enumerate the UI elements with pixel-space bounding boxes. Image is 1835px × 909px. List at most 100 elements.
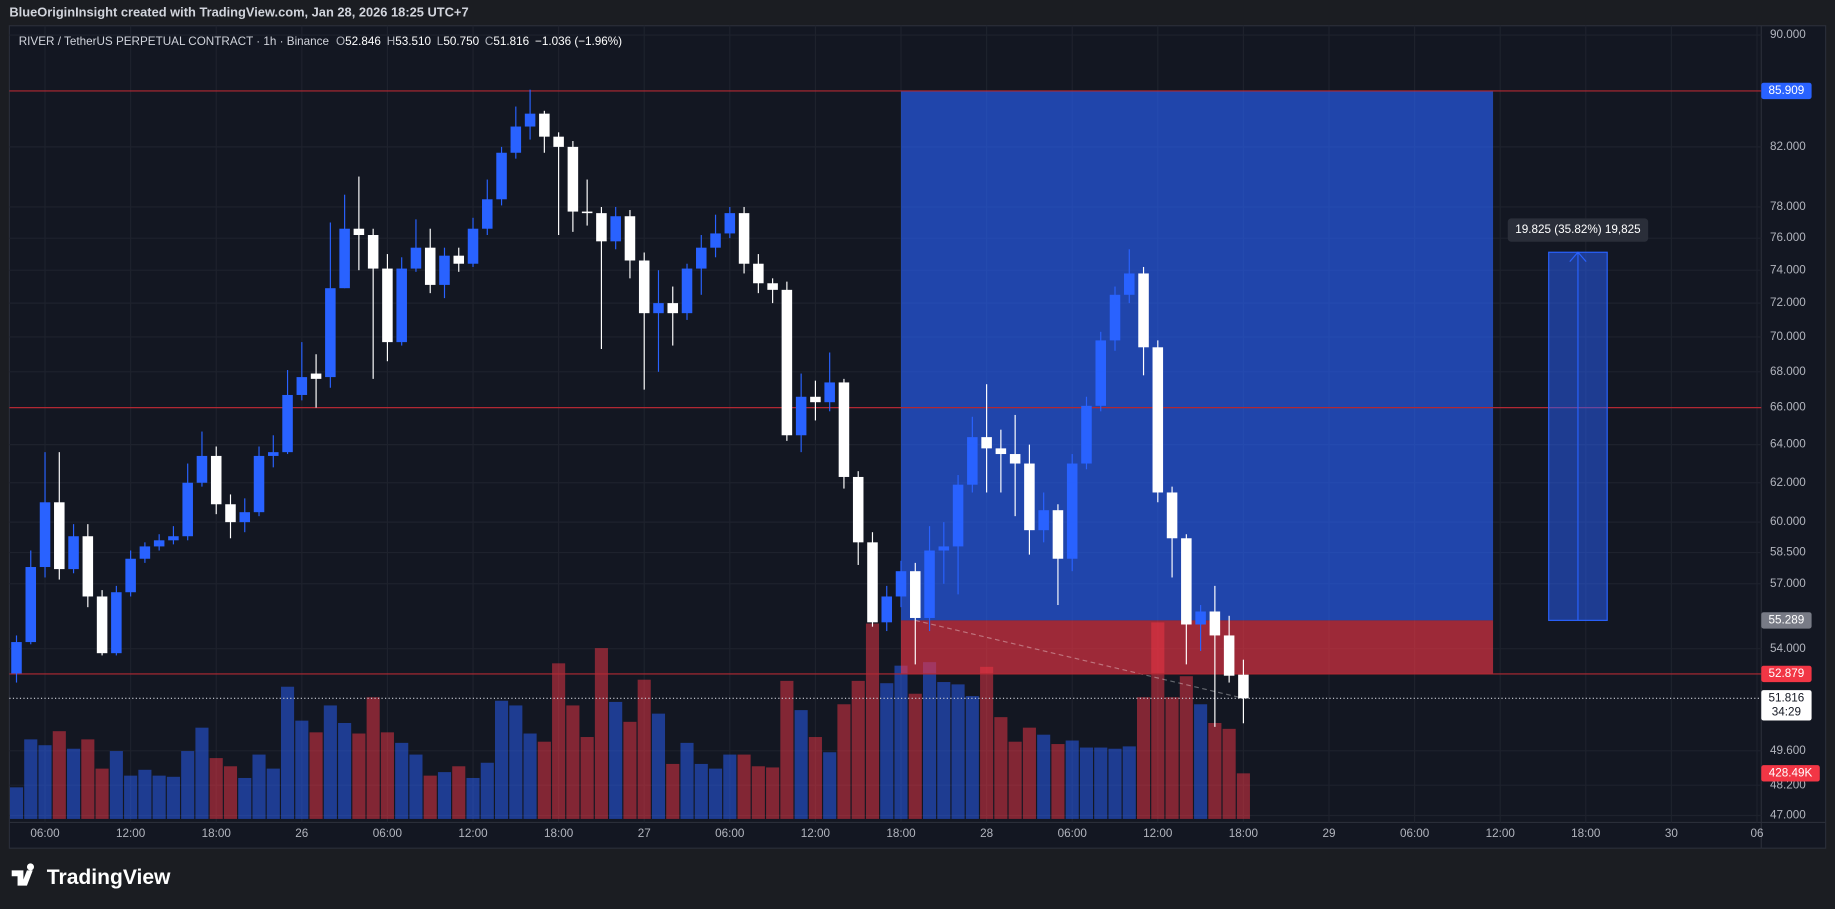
y-tick-label: 60.000: [1770, 515, 1806, 528]
candle-body: [424, 247, 436, 285]
candle-body: [453, 255, 465, 264]
countdown: 34:29: [1772, 705, 1801, 718]
candle-body: [795, 396, 807, 436]
volume-bar: [281, 686, 295, 819]
volume-bar: [794, 710, 808, 819]
volume-bar: [623, 721, 637, 819]
legend-value: 51.816: [493, 35, 529, 48]
candle-body: [981, 437, 992, 449]
volume-bar: [1179, 676, 1193, 819]
volume-bar: [9, 787, 24, 819]
candle-body: [11, 642, 22, 674]
x-tick-label: 29: [1322, 827, 1335, 840]
logo-icon: [11, 863, 34, 886]
volume-bar: [423, 775, 437, 819]
volume-bar: [1065, 740, 1079, 819]
x-tick-label: 27: [638, 827, 651, 840]
trade-path: [915, 619, 1244, 699]
volume-layer: [9, 622, 1250, 819]
volume-bar: [1136, 697, 1151, 819]
candle-body: [1152, 347, 1164, 493]
volume-bar: [109, 751, 123, 819]
watermark: BlueOriginInsight created with TradingVi…: [9, 4, 468, 19]
volume-bar: [609, 701, 623, 819]
candle-body: [439, 255, 450, 285]
volume-bar: [380, 732, 394, 819]
y-tick-label: 57.000: [1770, 577, 1806, 590]
volume-bar: [1108, 748, 1122, 819]
candle-body: [253, 455, 265, 513]
x-tick-label: 18:00: [1229, 827, 1259, 840]
candle-body: [667, 303, 679, 314]
volume-bar: [594, 648, 608, 819]
candle-body: [1223, 635, 1235, 676]
x-tick-label: 12:00: [1143, 827, 1173, 840]
volume-bar: [437, 772, 452, 819]
candle-body: [25, 567, 37, 643]
volume-bar: [651, 713, 666, 819]
candle-body: [938, 546, 950, 551]
volume-bar: [338, 722, 352, 819]
volume-bar: [24, 739, 38, 819]
legend-letter: O: [336, 35, 345, 48]
volume-bar: [723, 754, 737, 819]
candle-body: [1095, 340, 1107, 406]
y-tick-label: 48.200: [1770, 778, 1806, 791]
y-tick-label: 49.600: [1770, 744, 1806, 757]
volume-bar: [766, 767, 780, 819]
y-tick-label: 58.500: [1770, 546, 1806, 559]
candle-body: [1209, 611, 1221, 636]
candle-body: [810, 396, 821, 403]
stop-price-tag-bg: [1761, 665, 1812, 683]
candle-body: [567, 146, 579, 212]
volume-bar: [908, 693, 922, 819]
volume-bar: [124, 775, 138, 819]
volume-bar: [894, 665, 908, 819]
y-tick-label: 76.000: [1770, 231, 1806, 244]
volume-bar: [395, 742, 409, 819]
y-tick-label: 72.000: [1770, 296, 1806, 309]
volume-bar: [537, 741, 551, 819]
candle-body: [54, 502, 65, 570]
volume-bar: [323, 705, 337, 819]
x-tick-label: 30: [1665, 827, 1679, 840]
x-tick-label: 18:00: [202, 827, 232, 840]
volume-bar: [1208, 722, 1222, 819]
candle-body: [353, 228, 365, 236]
candle-body: [867, 542, 878, 623]
candle-body: [710, 233, 721, 248]
volume-bar: [1165, 697, 1179, 819]
x-tick-label: 06:00: [30, 827, 60, 840]
candle-body: [68, 536, 79, 570]
candle-body: [482, 199, 493, 229]
measure-arrowhead: [1569, 251, 1587, 262]
candle-body: [210, 455, 222, 505]
candle-body: [168, 536, 179, 541]
candle-body: [681, 268, 693, 314]
volume-bar: [166, 776, 180, 819]
volume-bar: [523, 733, 537, 819]
candle-body: [553, 136, 564, 147]
candle-body: [781, 289, 793, 436]
volume-bar: [994, 717, 1008, 819]
stop-price-tag: 52.879: [1769, 667, 1805, 680]
candle-body: [182, 482, 193, 537]
candle-body: [496, 152, 507, 200]
volume-bar: [737, 754, 751, 819]
x-tick-label: 12:00: [458, 827, 488, 840]
volume-bar: [1079, 747, 1094, 819]
entry-price-tag: 55.289: [1769, 613, 1805, 626]
x-tick-label: 28: [980, 827, 993, 840]
volume-bar: [252, 754, 266, 819]
candle-body: [1038, 510, 1049, 531]
volume-bar: [152, 775, 166, 819]
candle-body: [296, 377, 308, 395]
candle-body: [653, 303, 664, 314]
volume-bar: [637, 679, 651, 819]
y-tick-label: 70.000: [1770, 330, 1806, 343]
volume-bar: [880, 683, 894, 819]
volume-bar: [1122, 746, 1136, 819]
candle-body: [995, 448, 1007, 455]
candle-body: [596, 213, 607, 242]
